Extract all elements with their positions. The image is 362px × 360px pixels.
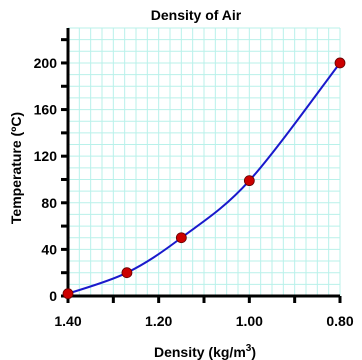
data-point xyxy=(175,232,187,244)
data-point xyxy=(121,267,133,279)
x-axis-label-text: Density (kg/m xyxy=(154,344,246,360)
x-tick-labels: 1.40 1.20 1.00 0.80 xyxy=(54,313,353,329)
x-axis-label-close: ) xyxy=(251,344,256,360)
data-point xyxy=(334,57,346,69)
trend-curve xyxy=(67,62,341,295)
x-tick-label: 1.40 xyxy=(54,313,81,329)
y-axis-label: Temperature (ºC) xyxy=(8,112,24,224)
y-tick-label: 200 xyxy=(34,55,58,71)
grid xyxy=(67,27,341,297)
x-tick-label: 1.00 xyxy=(236,313,263,329)
y-tick-label: 0 xyxy=(49,288,57,304)
axes xyxy=(61,28,342,303)
x-tick-label: 1.20 xyxy=(145,313,172,329)
y-tick-label: 40 xyxy=(41,241,57,257)
data-points xyxy=(62,57,346,300)
x-axis-label: Density (kg/m3) xyxy=(154,343,256,360)
x-axis-label-superscript: 3 xyxy=(246,343,252,354)
x-tick-label: 0.80 xyxy=(326,313,353,329)
data-point xyxy=(243,175,255,187)
y-tick-label: 160 xyxy=(34,102,58,118)
y-tick-labels: 0 40 80 120 160 200 xyxy=(34,55,58,304)
y-tick-label: 120 xyxy=(34,148,58,164)
chart-title: Density of Air xyxy=(151,7,242,23)
y-tick-label: 80 xyxy=(41,195,57,211)
data-point xyxy=(62,288,74,300)
